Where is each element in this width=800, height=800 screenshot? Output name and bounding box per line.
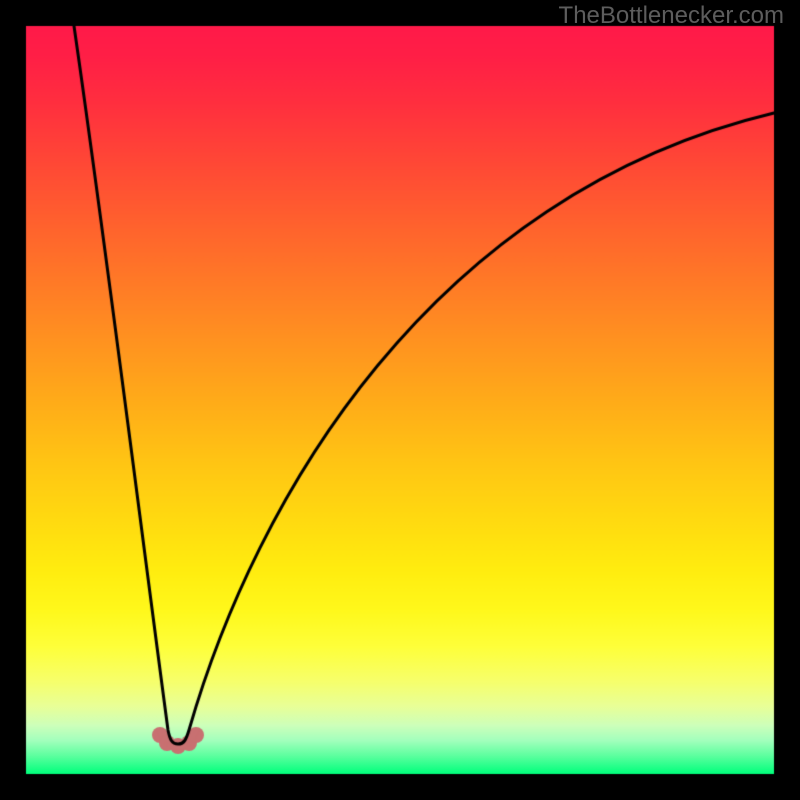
- bottleneck-chart: [0, 0, 800, 800]
- watermark-text: TheBottlenecker.com: [559, 2, 784, 30]
